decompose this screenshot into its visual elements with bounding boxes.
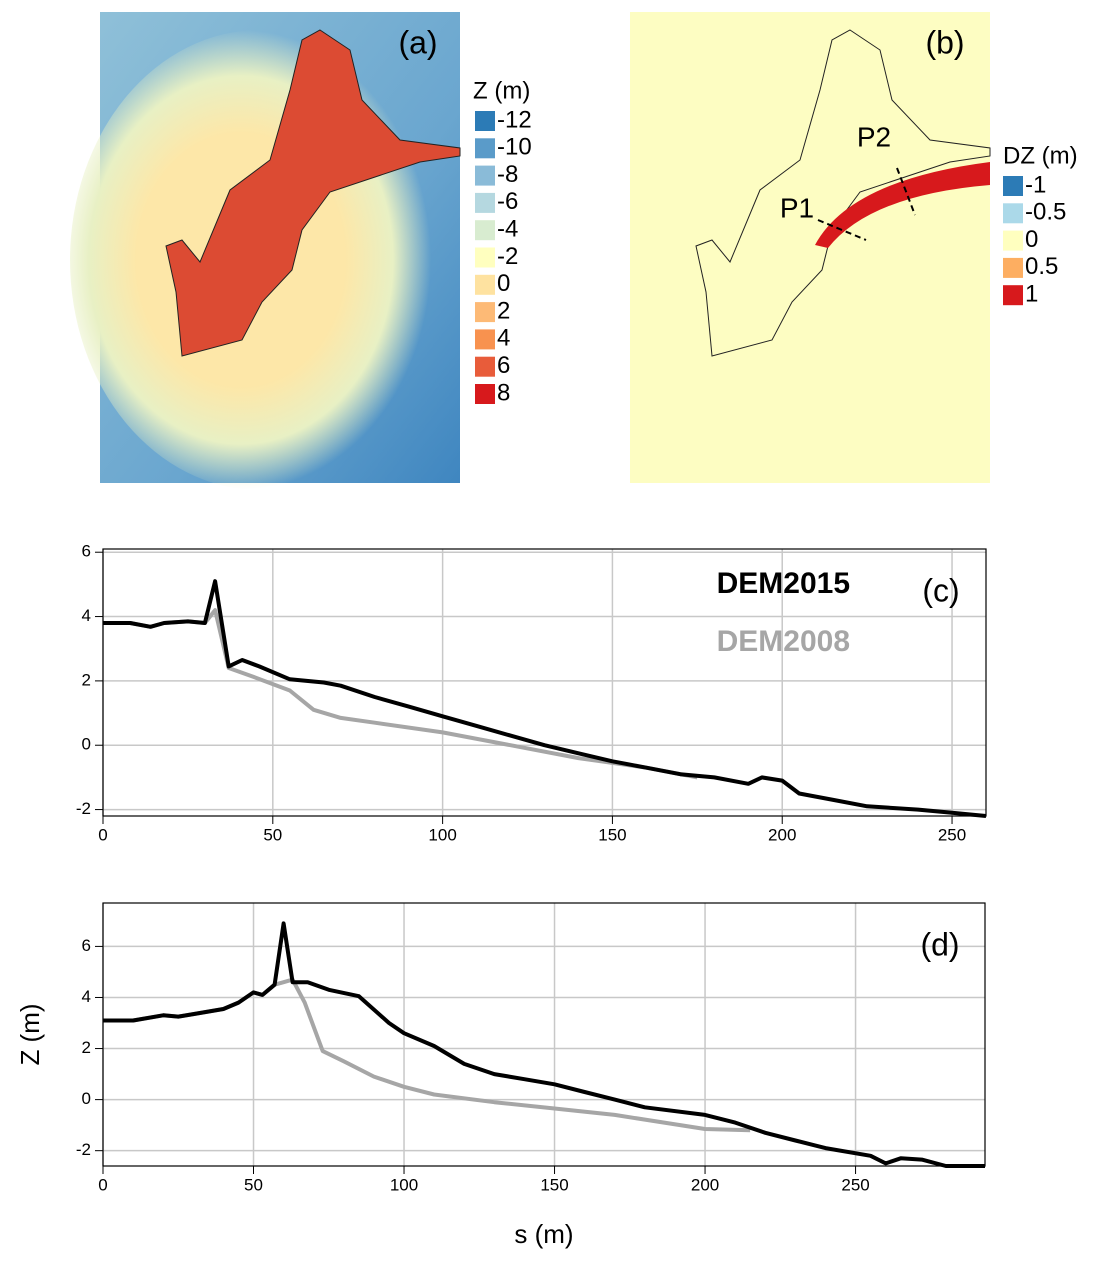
y-tick-label: 0 [82,735,91,754]
map-background [630,12,990,483]
legend-label: 1 [1025,281,1038,308]
legend-label: 2 [497,297,510,324]
x-tick-label: 150 [598,825,626,844]
legend-title: DZ (m) [1003,142,1078,169]
legend-swatch [475,329,495,349]
panel-label: (b) [925,24,964,60]
legend-label: -4 [497,216,518,243]
legend-label: 0 [497,270,510,297]
legend-label: -2 [497,243,518,270]
series-line [103,923,985,1166]
y-tick-label: 6 [82,936,91,955]
legend-swatch [1003,203,1023,223]
legend-swatch [475,193,495,213]
legend-swatch [1003,258,1023,278]
x-tick-label: 200 [691,1175,719,1194]
legend-label: -8 [497,161,518,188]
x-tick-label: 150 [540,1175,568,1194]
x-tick-label: 0 [98,825,107,844]
x-tick-label: 100 [390,1175,418,1194]
y-axis-label: Z (m) [15,1003,45,1065]
x-tick-label: 50 [244,1175,263,1194]
profile-label: P1 [780,192,814,223]
x-tick-label: 100 [428,825,456,844]
legend-swatch [475,384,495,404]
y-tick-label: 2 [82,670,91,689]
y-tick-label: 6 [82,542,91,561]
x-tick-label: 250 [841,1175,869,1194]
plot-frame [103,549,986,816]
x-tick-label: 200 [768,825,796,844]
map-b [630,12,990,483]
legend-label: 0 [1025,226,1038,253]
legend-swatch [475,248,495,268]
y-tick-label: -2 [76,799,91,818]
y-tick-label: 0 [82,1089,91,1108]
legend-swatch [475,166,495,186]
legend-swatch [475,302,495,322]
legend-swatch [1003,176,1023,196]
plot-frame [103,903,985,1166]
y-tick-label: -2 [76,1140,91,1159]
panel-label: (c) [922,572,959,608]
legend-label: 4 [497,325,510,352]
legend-swatch [475,357,495,377]
legend-label: DEM2015 [717,567,850,600]
page: (a)Z (m)-12-10-8-6-4-202468(b)DZ (m)-1-0… [0,0,1100,1261]
y-tick-label: 4 [82,606,91,625]
legend-swatch [1003,231,1023,251]
legend-swatch [475,111,495,131]
legend-label: -6 [497,188,518,215]
series-line [103,610,697,777]
legend-label: 0.5 [1025,253,1058,280]
figure: (a)Z (m)-12-10-8-6-4-202468(b)DZ (m)-1-0… [0,0,1100,1256]
legend-label: DEM2008 [717,625,850,658]
y-tick-label: 4 [82,987,91,1006]
legend-label: -1 [1025,171,1046,198]
legend-swatch [1003,285,1023,305]
panel-label: (a) [398,24,437,60]
y-tick-label: 2 [82,1038,91,1057]
legend-label: -0.5 [1025,199,1066,226]
legend-label: 6 [497,352,510,379]
legend-title: Z (m) [473,77,530,104]
legend-swatch [475,275,495,295]
panel-label: (d) [920,926,959,962]
x-axis-label: s (m) [514,1219,573,1249]
legend-label: -12 [497,106,532,133]
x-tick-label: 50 [263,825,282,844]
x-tick-label: 250 [938,825,966,844]
legend-label: 8 [497,379,510,406]
legend-label: -10 [497,134,532,161]
x-tick-label: 0 [98,1175,107,1194]
map-a [70,12,460,490]
legend-swatch [475,138,495,158]
legend-swatch [475,220,495,240]
profile-label: P2 [857,121,891,152]
